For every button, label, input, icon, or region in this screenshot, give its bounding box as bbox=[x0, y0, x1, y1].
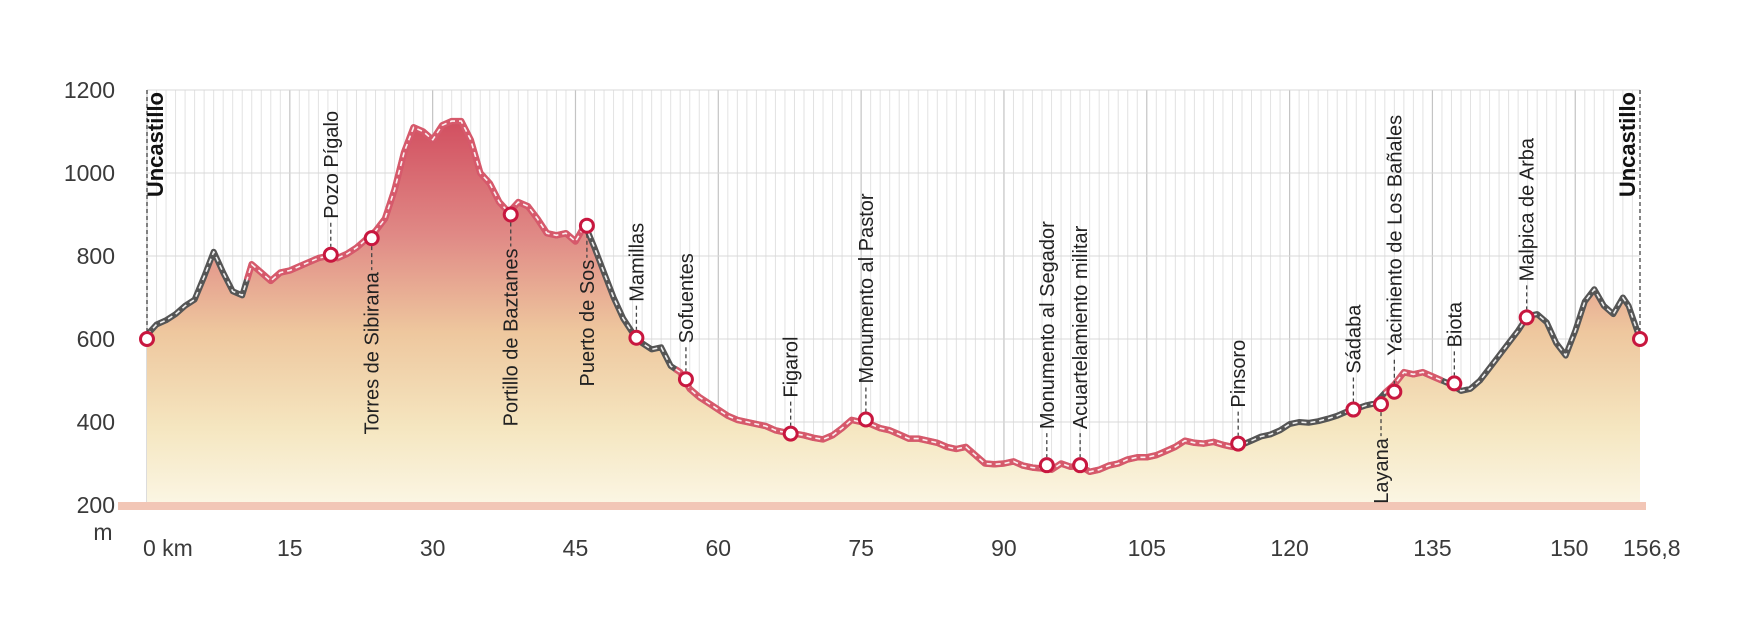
waypoint-marker bbox=[1072, 457, 1089, 474]
waypoint-mamillas: Mamillas bbox=[626, 223, 648, 346]
waypoint-biota: Biota bbox=[1444, 301, 1466, 392]
waypoint-marker bbox=[322, 246, 339, 263]
waypoint-label: Figarol bbox=[781, 336, 803, 397]
waypoint-portillo-de-baztanes: Portillo de Baztanes bbox=[501, 206, 523, 427]
waypoint-marker bbox=[1518, 309, 1535, 326]
x-tick-label: 60 bbox=[706, 535, 732, 561]
waypoint-label: Monumento al Pastor bbox=[856, 193, 878, 383]
waypoint-label: Biota bbox=[1444, 301, 1466, 347]
waypoint-marker bbox=[857, 411, 874, 428]
waypoint-label: Sádaba bbox=[1343, 304, 1365, 374]
waypoint-label: Uncastillo bbox=[143, 92, 168, 197]
waypoint-label: Torres de Sibirana bbox=[362, 271, 384, 434]
waypoint-puerto-de-sos: Puerto de Sos bbox=[577, 217, 599, 387]
x-tick-label: 135 bbox=[1413, 535, 1451, 561]
waypoint-s-daba: Sádaba bbox=[1343, 304, 1365, 418]
waypoint-marker bbox=[578, 217, 595, 234]
waypoint-yacimiento-de-los-ba-ales: Yacimiento de Los Bañales bbox=[1384, 115, 1406, 400]
axes: 200 400 600 800 1000 1200 m 0 km 15 30 45 60 75 90 105… bbox=[64, 77, 1681, 561]
waypoint-label: Portillo de Baztanes bbox=[501, 249, 523, 427]
waypoint-marker bbox=[1345, 401, 1362, 418]
waypoint-marker bbox=[628, 329, 645, 346]
waypoint-label: Yacimiento de Los Bañales bbox=[1384, 115, 1406, 356]
x-tick-label: 90 bbox=[991, 535, 1017, 561]
elevation-area bbox=[118, 121, 1646, 510]
base-strip bbox=[118, 502, 1646, 510]
y-tick-label: 600 bbox=[77, 326, 115, 352]
y-tick-label: 1000 bbox=[64, 160, 115, 186]
waypoint-acuartelamiento-militar: Acuartelamiento militar bbox=[1070, 225, 1092, 474]
x-tick-label: 105 bbox=[1128, 535, 1166, 561]
waypoint-marker bbox=[782, 425, 799, 442]
y-tick-label: 400 bbox=[77, 409, 115, 435]
waypoint-label: Puerto de Sos bbox=[577, 260, 599, 387]
waypoint-label: Acuartelamiento militar bbox=[1070, 225, 1092, 429]
waypoint-label: Mamillas bbox=[626, 223, 648, 302]
x-tick-label: 45 bbox=[563, 535, 589, 561]
y-axis-unit: m bbox=[93, 519, 112, 545]
waypoints: Uncastillo Pozo Pígalo Torres de Sibirana P… bbox=[139, 90, 1648, 504]
waypoint-marker bbox=[677, 371, 694, 388]
x-tick-label: 75 bbox=[848, 535, 874, 561]
waypoint-marker bbox=[502, 206, 519, 223]
waypoint-label: Layana bbox=[1371, 437, 1393, 503]
waypoint-figarol: Figarol bbox=[781, 336, 803, 442]
waypoint-label: Pinsoro bbox=[1228, 340, 1250, 408]
x-tick-label: 156,8 bbox=[1623, 535, 1681, 561]
waypoint-marker bbox=[1386, 383, 1403, 400]
waypoint-torres-de-sibirana: Torres de Sibirana bbox=[362, 230, 384, 434]
waypoint-marker bbox=[1373, 396, 1390, 413]
y-tick-label: 800 bbox=[77, 243, 115, 269]
x-tick-label: 15 bbox=[277, 535, 303, 561]
waypoint-label: Uncastillo bbox=[1615, 92, 1640, 197]
x-tick-label: 30 bbox=[420, 535, 446, 561]
waypoint-monumento-al-segador: Monumento al Segador bbox=[1037, 221, 1059, 474]
y-tick-label: 1200 bbox=[64, 77, 115, 103]
x-tick-label: 120 bbox=[1270, 535, 1308, 561]
waypoint-uncastillo: Uncastillo bbox=[1615, 90, 1648, 347]
waypoint-marker bbox=[1038, 457, 1055, 474]
waypoint-label: Sofuentes bbox=[676, 253, 698, 343]
waypoint-uncastillo: Uncastillo bbox=[139, 90, 168, 347]
route-line bbox=[144, 117, 1643, 476]
waypoint-pozo-p-galo: Pozo Pígalo bbox=[321, 111, 343, 263]
waypoint-marker bbox=[363, 230, 380, 247]
waypoint-label: Pozo Pígalo bbox=[321, 111, 343, 219]
waypoint-marker bbox=[1230, 435, 1247, 452]
x-tick-label: 0 km bbox=[143, 535, 193, 561]
elevation-fill bbox=[147, 121, 1640, 505]
waypoint-label: Monumento al Segador bbox=[1037, 221, 1059, 429]
waypoint-marker bbox=[1632, 331, 1648, 347]
waypoint-marker bbox=[139, 331, 155, 347]
waypoint-sofuentes: Sofuentes bbox=[676, 253, 698, 388]
route-line-dash bbox=[146, 120, 1641, 473]
waypoint-layana: Layana bbox=[1371, 396, 1393, 504]
waypoint-malpica-de-arba: Malpica de Arba bbox=[1517, 137, 1539, 326]
x-tick-label: 150 bbox=[1550, 535, 1588, 561]
waypoint-label: Malpica de Arba bbox=[1517, 137, 1539, 281]
waypoint-pinsoro: Pinsoro bbox=[1228, 340, 1250, 452]
y-tick-label: 200 bbox=[77, 492, 115, 518]
waypoint-monumento-al-pastor: Monumento al Pastor bbox=[856, 193, 878, 428]
waypoint-marker bbox=[1446, 375, 1463, 392]
